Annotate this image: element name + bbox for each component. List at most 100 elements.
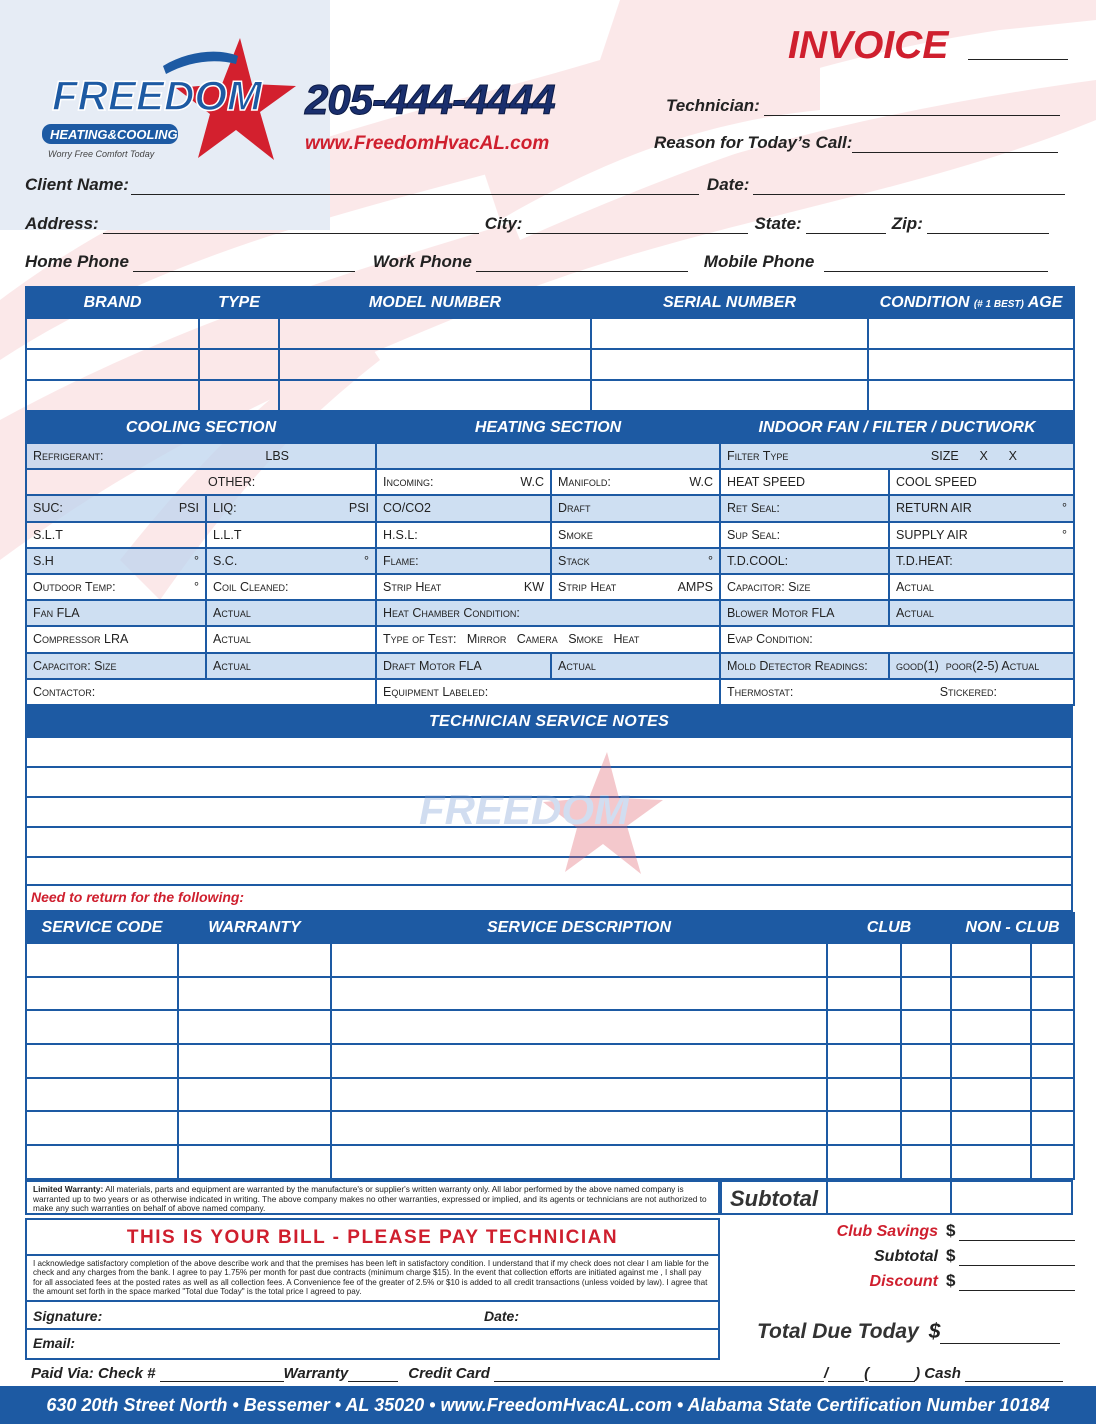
inspection-cell[interactable]: Actual	[888, 572, 1076, 602]
inspection-cell[interactable]	[375, 441, 722, 471]
club-dollars-cell[interactable]	[826, 1076, 902, 1113]
service-code-cell[interactable]	[25, 1110, 179, 1147]
inspection-cell[interactable]: Evap Condition:	[719, 625, 1076, 654]
warranty-cell[interactable]	[177, 1009, 332, 1046]
inspection-cell[interactable]: Incoming: W.C	[375, 468, 553, 497]
inspection-cell[interactable]: OTHER:	[24, 468, 378, 497]
warranty-cell[interactable]	[177, 975, 332, 1012]
cash-field[interactable]	[964, 1368, 1063, 1382]
nonclub-cents-cell[interactable]	[1030, 1110, 1075, 1147]
inspection-cell[interactable]: Refrigerant: LBS	[24, 441, 378, 471]
club-dollars-cell[interactable]	[826, 1110, 902, 1147]
inspection-cell[interactable]: Strip Heat KW	[375, 572, 553, 602]
inspection-cell[interactable]: Actual	[888, 599, 1076, 628]
description-cell[interactable]	[330, 1110, 828, 1147]
nonclub-dollars-cell[interactable]	[950, 942, 1032, 978]
inspection-cell[interactable]: Coil Cleaned:	[204, 572, 378, 602]
inspection-cell[interactable]: H.S.L:	[375, 520, 553, 549]
technician-notes-area[interactable]	[25, 738, 1073, 912]
total-due-field[interactable]	[940, 1326, 1061, 1344]
state-field[interactable]	[805, 216, 886, 234]
inspection-cell[interactable]: SUPPLY AIR °	[888, 520, 1076, 549]
inspection-cell[interactable]: CO/CO2	[375, 494, 553, 523]
nonclub-dollars-cell[interactable]	[950, 975, 1032, 1012]
inspection-cell[interactable]: Draft Motor FLA	[375, 651, 553, 680]
inspection-cell[interactable]: Draft	[550, 494, 722, 523]
inspection-cell[interactable]: good(1) poor(2-5) Actual	[888, 651, 1076, 680]
nonclub-cents-cell[interactable]	[1030, 975, 1075, 1012]
service-code-cell[interactable]	[25, 942, 179, 978]
credit-card-field[interactable]	[493, 1368, 824, 1382]
inspection-cell[interactable]: LIQ: PSI	[204, 494, 378, 523]
cvv-field[interactable]	[869, 1368, 916, 1382]
date-field[interactable]	[753, 177, 1066, 195]
inspection-cell[interactable]: T.D.HEAT:	[888, 546, 1076, 575]
inspection-cell[interactable]: S.H °	[25, 546, 207, 575]
condition-cell[interactable]	[867, 379, 1075, 412]
service-code-cell[interactable]	[25, 1009, 179, 1046]
brand-cell[interactable]	[25, 379, 200, 412]
inspection-cell[interactable]: Actual	[204, 651, 378, 680]
club-cents-cell[interactable]	[900, 1076, 952, 1113]
warranty-cell[interactable]	[177, 1043, 332, 1079]
nonclub-dollars-cell[interactable]	[950, 1009, 1032, 1046]
model-cell[interactable]	[278, 317, 592, 350]
club-cents-cell[interactable]	[900, 1144, 952, 1180]
service-code-cell[interactable]	[25, 1043, 179, 1079]
description-cell[interactable]	[330, 1144, 828, 1180]
inspection-cell[interactable]: Blower Motor FLA	[719, 599, 891, 628]
inspection-cell[interactable]: Manifold: W.C	[550, 468, 722, 497]
inspection-cell[interactable]: Compressor LRA	[25, 625, 207, 654]
inspection-cell[interactable]: Capacitor: Size	[719, 572, 891, 602]
inspection-cell[interactable]: Filter Type SIZE X X	[719, 441, 1076, 471]
home-phone-field[interactable]	[132, 254, 355, 272]
description-cell[interactable]	[330, 942, 828, 978]
club-dollars-cell[interactable]	[826, 1043, 902, 1079]
serial-cell[interactable]	[590, 379, 869, 412]
inspection-cell[interactable]: RETURN AIR °	[888, 494, 1076, 523]
inspection-cell[interactable]: Actual	[204, 625, 378, 654]
inspection-cell[interactable]: Mold Detector Readings:	[719, 651, 891, 680]
model-cell[interactable]	[278, 379, 592, 412]
model-cell[interactable]	[278, 348, 592, 381]
serial-cell[interactable]	[590, 348, 869, 381]
discount-field[interactable]	[959, 1273, 1076, 1291]
mobile-phone-field[interactable]	[824, 254, 1049, 272]
inspection-cell[interactable]: Stack °	[550, 546, 722, 575]
nonclub-dollars-cell[interactable]	[950, 1110, 1032, 1147]
subtotal-field[interactable]	[959, 1248, 1076, 1266]
nonclub-cents-cell[interactable]	[1030, 1144, 1075, 1180]
inspection-cell[interactable]: Contactor:	[24, 677, 378, 706]
inspection-cell[interactable]: Heat Chamber Condition:	[375, 599, 722, 628]
description-cell[interactable]	[330, 1009, 828, 1046]
inspection-cell[interactable]: Thermostat: Stickered:	[719, 677, 1076, 706]
warranty-cell[interactable]	[177, 942, 332, 978]
club-dollars-cell[interactable]	[826, 1144, 902, 1180]
nonclub-cents-cell[interactable]	[1030, 1009, 1075, 1046]
club-dollars-cell[interactable]	[826, 1009, 902, 1046]
nonclub-cents-cell[interactable]	[1030, 942, 1075, 978]
inspection-cell[interactable]: Equipment Labeled:	[375, 677, 722, 706]
expiry-field[interactable]	[828, 1368, 865, 1382]
brand-cell[interactable]	[25, 317, 200, 350]
club-cents-cell[interactable]	[900, 975, 952, 1012]
inspection-cell[interactable]: S.L.T	[25, 520, 207, 549]
inspection-cell[interactable]: T.D.COOL:	[719, 546, 891, 575]
city-field[interactable]	[526, 216, 749, 234]
serial-cell[interactable]	[590, 317, 869, 350]
work-phone-field[interactable]	[475, 254, 688, 272]
inspection-cell[interactable]: Capacitor: Size	[25, 651, 207, 680]
type-cell[interactable]	[198, 348, 280, 381]
warranty-cell[interactable]	[177, 1110, 332, 1147]
check-number-field[interactable]	[159, 1368, 284, 1382]
nonclub-dollars-cell[interactable]	[950, 1043, 1032, 1079]
inspection-cell[interactable]: Strip Heat AMPS	[550, 572, 722, 602]
invoice-number-field[interactable]	[968, 42, 1069, 60]
address-field[interactable]	[102, 216, 479, 234]
website-link[interactable]: www.FreedomHvacAL.com	[305, 133, 550, 154]
club-cents-cell[interactable]	[900, 1043, 952, 1079]
description-cell[interactable]	[330, 1043, 828, 1079]
club-dollars-cell[interactable]	[826, 975, 902, 1012]
type-cell[interactable]	[198, 379, 280, 412]
inspection-cell[interactable]: Actual	[550, 651, 722, 680]
